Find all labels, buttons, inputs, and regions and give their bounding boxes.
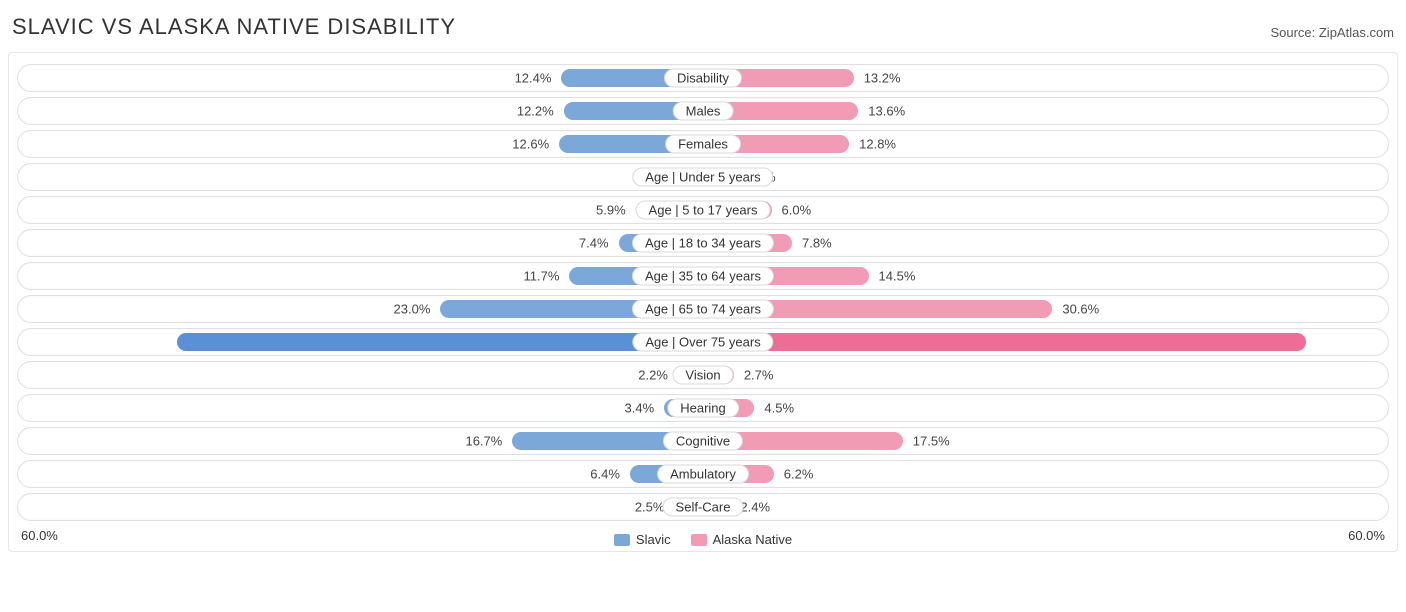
category-label: Ambulatory: [657, 465, 749, 484]
value-left: 2.2%: [638, 368, 668, 383]
table-row: 2.2% 2.7% Vision: [17, 361, 1389, 389]
value-right: 7.8%: [802, 236, 832, 251]
table-row: 12.6% 12.8% Females: [17, 130, 1389, 158]
category-label: Age | 65 to 74 years: [632, 300, 774, 319]
category-label: Self-Care: [663, 498, 744, 517]
value-right: 6.2%: [784, 467, 814, 482]
value-left: 5.9%: [596, 203, 626, 218]
legend-swatch-right: [691, 534, 707, 546]
value-left: 2.5%: [635, 500, 665, 515]
table-row: 7.4% 7.8% Age | 18 to 34 years: [17, 229, 1389, 257]
category-label: Age | Under 5 years: [632, 168, 773, 187]
category-label: Males: [673, 102, 734, 121]
legend-label-right: Alaska Native: [713, 532, 792, 547]
value-left: 3.4%: [625, 401, 655, 416]
legend-item-left: Slavic: [614, 532, 671, 547]
legend: Slavic Alaska Native: [614, 528, 792, 549]
table-row: 23.0% 30.6% Age | 65 to 74 years: [17, 295, 1389, 323]
value-right: 13.2%: [864, 71, 901, 86]
source-label: Source: ZipAtlas.com: [1270, 25, 1394, 40]
value-right: 12.8%: [859, 137, 896, 152]
value-left: 6.4%: [590, 467, 620, 482]
value-left: 12.6%: [512, 137, 549, 152]
rows-container: 12.4% 13.2% Disability 12.2% 13.6% Males 12.6%…: [11, 64, 1395, 521]
table-row: 2.5% 2.4%Self-Care: [17, 493, 1389, 521]
value-left: 11.7%: [524, 269, 560, 284]
table-row: 1.4%2.9%Age | Under 5 years: [17, 163, 1389, 191]
category-label: Females: [665, 135, 741, 154]
axis-right-max: 60.0%: [1348, 528, 1385, 549]
category-label: Cognitive: [663, 432, 743, 451]
value-left: 12.2%: [517, 104, 554, 119]
category-label: Hearing: [667, 399, 739, 418]
table-row: 6.4% 6.2% Ambulatory: [17, 460, 1389, 488]
bar-left: [177, 333, 703, 351]
table-row: 5.9% 6.0% Age | 5 to 17 years: [17, 196, 1389, 224]
category-label: Disability: [664, 69, 742, 88]
value-right: 52.8%: [1335, 335, 1384, 350]
value-right: 13.6%: [868, 104, 905, 119]
category-label: Age | 35 to 64 years: [632, 267, 774, 286]
legend-item-right: Alaska Native: [691, 532, 792, 547]
table-row: 12.2% 13.6% Males: [17, 97, 1389, 125]
value-left: 16.7%: [465, 434, 502, 449]
value-left: 12.4%: [515, 71, 552, 86]
page-title: SLAVIC VS ALASKA NATIVE DISABILITY: [12, 14, 456, 40]
category-label: Age | Over 75 years: [632, 333, 773, 352]
value-right: 30.6%: [1062, 302, 1099, 317]
value-right: 2.7%: [744, 368, 774, 383]
header: SLAVIC VS ALASKA NATIVE DISABILITY Sourc…: [8, 8, 1398, 52]
table-row: 16.7% 17.5% Cognitive: [17, 427, 1389, 455]
value-left: 7.4%: [579, 236, 609, 251]
legend-label-left: Slavic: [636, 532, 671, 547]
value-right: 14.5%: [879, 269, 916, 284]
bar-right: [703, 333, 1306, 351]
diverging-bar-chart: 12.4% 13.2% Disability 12.2% 13.6% Males 12.6%…: [8, 52, 1398, 552]
x-axis: 60.0% Slavic Alaska Native 60.0%: [11, 526, 1395, 549]
value-left: 46.1%: [22, 335, 71, 350]
value-right: 6.0%: [782, 203, 812, 218]
category-label: Vision: [672, 366, 733, 385]
table-row: 3.4% 4.5% Hearing: [17, 394, 1389, 422]
value-right: 4.5%: [764, 401, 794, 416]
value-left: 23.0%: [394, 302, 431, 317]
value-right: 2.4%: [740, 500, 770, 515]
table-row: 12.4% 13.2% Disability: [17, 64, 1389, 92]
category-label: Age | 5 to 17 years: [636, 201, 771, 220]
value-right: 17.5%: [913, 434, 950, 449]
axis-left-max: 60.0%: [21, 528, 58, 549]
category-label: Age | 18 to 34 years: [632, 234, 774, 253]
legend-swatch-left: [614, 534, 630, 546]
table-row: 46.1% 52.8% Age | Over 75 years: [17, 328, 1389, 356]
table-row: 11.7% 14.5% Age | 35 to 64 years: [17, 262, 1389, 290]
